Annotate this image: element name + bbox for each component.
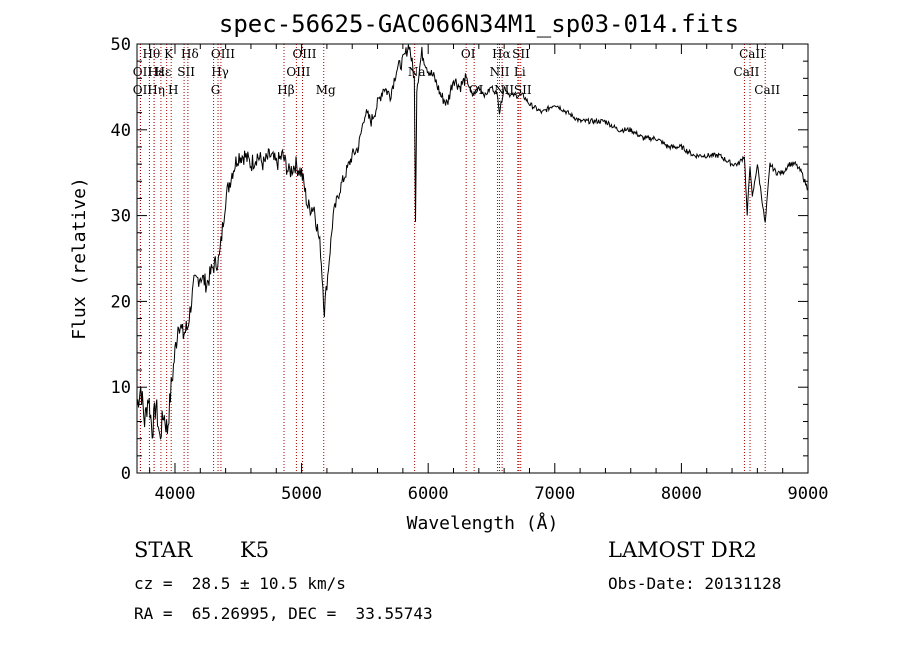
line-marker-label: Mg: [316, 83, 336, 97]
line-marker-label: Hη: [147, 83, 165, 97]
line-marker-label: OII: [133, 83, 153, 97]
line-marker-label: G: [211, 83, 221, 97]
velocity-text: cz = 28.5 ± 10.5 km/s: [134, 574, 346, 593]
y-tick-label: 20: [111, 292, 131, 312]
y-tick-label: 0: [121, 464, 131, 484]
y-tick-label: 50: [111, 35, 131, 55]
x-tick-label: 5000: [281, 484, 322, 504]
line-marker-label: Hθ: [143, 47, 161, 61]
y-axis-label: Flux (relative): [69, 177, 90, 340]
line-marker-label: Hα: [492, 47, 511, 61]
line-marker-label: NII: [490, 65, 510, 79]
subclass: K5: [240, 538, 270, 562]
y-tick-label: 10: [111, 378, 131, 398]
line-marker-label: OIII: [286, 65, 310, 79]
line-marker-label: OII: [133, 65, 153, 79]
line-marker-label: Hε: [155, 65, 172, 79]
line-marker-label: Hδ: [181, 47, 199, 61]
line-marker-label: Hε: [148, 65, 165, 79]
line-marker-label: SII: [177, 65, 195, 79]
x-tick-label: 9000: [788, 484, 829, 504]
line-marker-label: SII: [514, 83, 532, 97]
line-marker-label: H: [168, 83, 178, 97]
line-marker-label: Li: [514, 65, 526, 79]
object-class: STAR: [134, 538, 193, 562]
line-marker-label: OI: [461, 47, 476, 61]
line-marker-label: Hγ: [211, 65, 229, 79]
survey-name: LAMOST DR2: [608, 538, 757, 562]
line-marker-label: K: [164, 47, 174, 61]
line-marker-label: Na: [408, 65, 426, 79]
y-tick-label: 40: [111, 121, 131, 141]
chart-title: spec-56625-GAC066N34M1_sp03-014.fits: [219, 10, 739, 38]
line-marker-label: CaII: [754, 83, 780, 97]
x-tick-label: 8000: [661, 484, 702, 504]
plot-frame: [136, 43, 809, 474]
line-marker-label: OIII: [292, 47, 316, 61]
obs-date-text: Obs-Date: 20131128: [608, 574, 782, 593]
y-tick-label: 30: [111, 207, 131, 227]
x-axis-label: Wavelength (Å): [407, 512, 559, 534]
line-marker-label: OIII: [211, 47, 235, 61]
spectrum-line: [136, 44, 809, 440]
line-marker-label: CaII: [739, 47, 765, 61]
x-tick-label: 7000: [534, 484, 575, 504]
line-marker-label: CaII: [734, 65, 760, 79]
x-tick-label: 6000: [408, 484, 449, 504]
coordinates-text: RA = 65.26995, DEC = 33.55743: [134, 604, 433, 623]
x-tick-label: 4000: [155, 484, 196, 504]
line-marker-label: Hβ: [277, 83, 294, 97]
